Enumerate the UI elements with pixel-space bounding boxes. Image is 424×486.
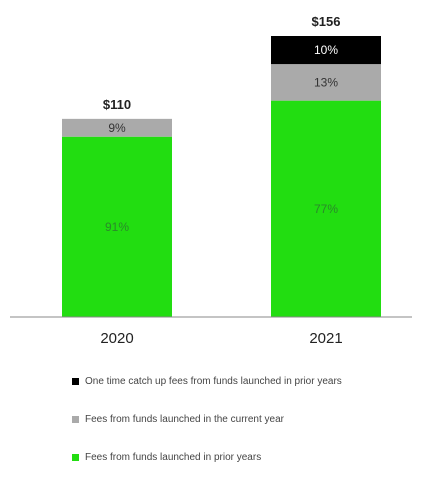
bar-segment [271,100,381,317]
segment-label: 77% [314,202,338,216]
segment-label: 9% [108,121,126,135]
legend-item: One time catch up fees from funds launch… [72,372,412,390]
legend-label: One time catch up fees from funds launch… [85,375,342,387]
category-label: 2021 [309,330,342,347]
bar-segment [271,36,381,65]
legend-item: Fees from funds launched in the current … [72,410,412,428]
legend: One time catch up fees from funds launch… [72,372,412,486]
bar-segment [62,136,172,317]
legend-item: Fees from funds launched in prior years [72,448,412,466]
legend-swatch-black [72,377,79,385]
total-label: $110 [103,97,131,112]
category-label: 2020 [100,330,133,347]
segment-label: 10% [314,43,338,57]
legend-label: Fees from funds launched in prior years [85,451,262,463]
bar-segment [62,118,172,137]
bar-segment [271,64,381,101]
total-label: $156 [312,14,341,29]
stacked-bar-chart: 91% 9% $110 2020 77% 13% 10% $156 2021 [10,14,412,347]
segment-label: 13% [314,75,338,89]
legend-label: Fees from funds launched in the current … [85,413,284,425]
legend-swatch-green [72,453,79,461]
segment-label: 91% [105,220,129,234]
legend-swatch-gray [72,415,79,423]
labels-group: 91% 9% $110 2020 77% 13% 10% $156 2021 [100,14,342,347]
bars-group [62,36,381,317]
